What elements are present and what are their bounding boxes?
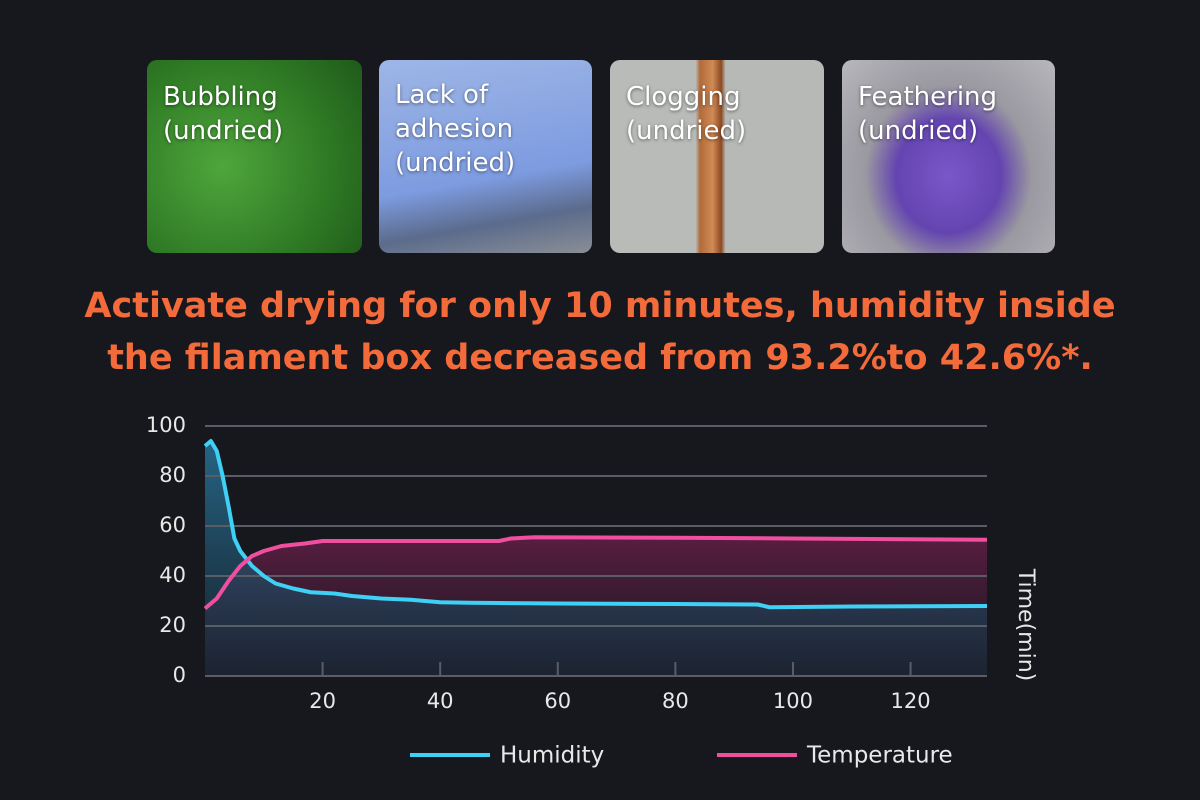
card-label: Clogging (undried): [626, 80, 746, 148]
headline: Activate drying for only 10 minutes, hum…: [0, 280, 1200, 384]
card-label: Feathering (undried): [858, 80, 997, 148]
x-tick-label: 60: [544, 689, 571, 713]
y-tick-label: 100: [146, 413, 186, 437]
y-tick-label: 80: [159, 463, 186, 487]
card-text: Bubbling: [163, 82, 278, 112]
card-text: Clogging: [626, 82, 741, 112]
card-label: Bubbling (undried): [163, 80, 283, 148]
x-tick-label: 100: [773, 689, 813, 713]
card-label: Lack of adhesion (undried): [395, 78, 515, 180]
y-tick-label: 20: [159, 613, 186, 637]
x-tick-label: 20: [309, 689, 336, 713]
headline-line: Activate drying for only 10 minutes, hum…: [84, 286, 1116, 326]
x-tick-label: 80: [662, 689, 689, 713]
x-axis-label: Time(min): [1013, 568, 1038, 682]
card-text: adhesion: [395, 114, 514, 144]
x-tick-label: 120: [891, 689, 931, 713]
headline-line: the filament box decreased from 93.2%to …: [107, 338, 1093, 378]
card-text: (undried): [858, 116, 979, 146]
y-tick-label: 0: [173, 663, 186, 687]
card-text: (undried): [626, 116, 747, 146]
legend-label: Temperature: [806, 743, 953, 769]
card-text: (undried): [163, 116, 284, 146]
area-fill: [205, 441, 987, 676]
card-text: (undried): [395, 148, 516, 178]
photo-card: Clogging (undried): [610, 60, 824, 253]
photo-card: Feathering (undried): [842, 60, 1055, 253]
card-text: Lack of: [395, 80, 489, 110]
y-tick-label: 40: [159, 563, 186, 587]
x-tick-label: 40: [427, 689, 454, 713]
y-tick-label: 60: [159, 513, 186, 537]
photo-card: Bubbling (undried): [147, 60, 362, 253]
series-line: [203, 439, 988, 610]
photo-card: Lack of adhesion (undried): [379, 60, 592, 253]
legend-label: Humidity: [500, 743, 604, 769]
card-text: Feathering: [858, 82, 998, 112]
series-line: [203, 535, 988, 611]
